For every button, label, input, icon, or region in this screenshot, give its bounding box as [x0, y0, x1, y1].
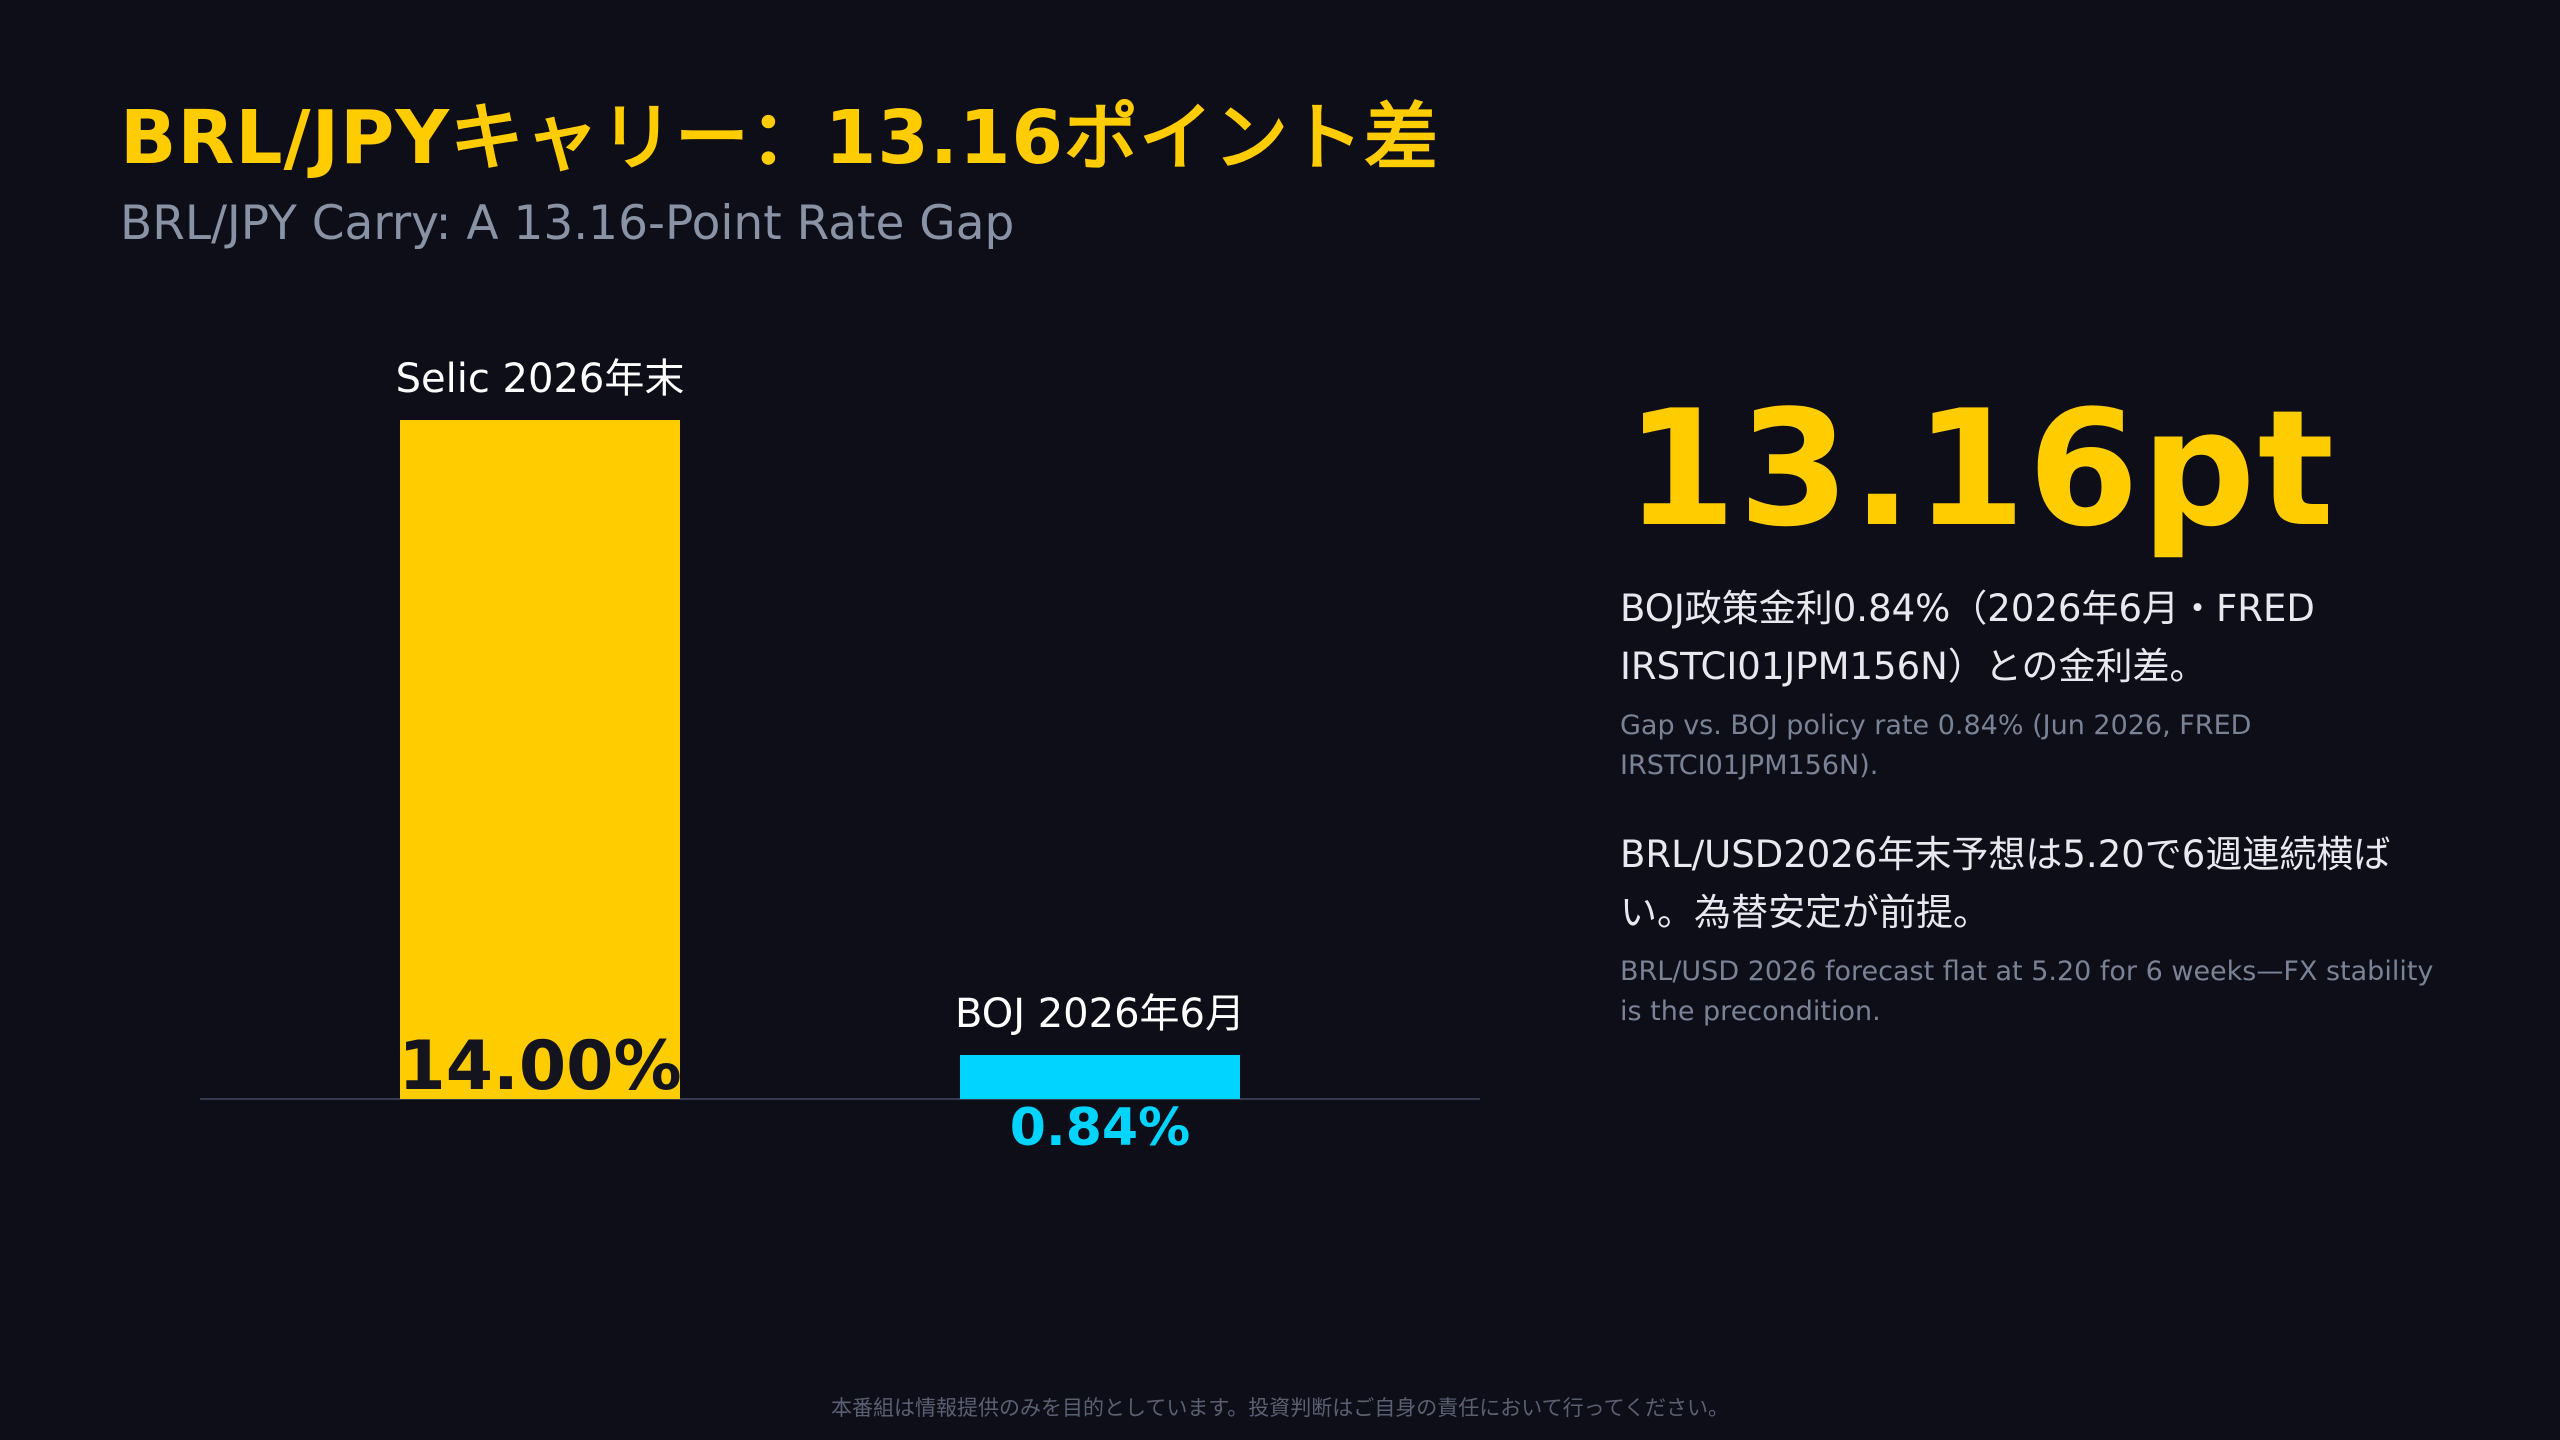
value-label-0: 14.00% [398, 1027, 681, 1106]
rate-gap-figure: 13.16pt [1625, 375, 2337, 562]
category-label-0: Selic 2026年末 [396, 356, 685, 402]
page-title: BRL/JPYキャリー：13.16ポイント差 [120, 95, 1439, 181]
bar-0 [400, 420, 680, 1099]
bar-chart: Selic 2026年末 14.00% BOJ 2026年6月 0.84% [200, 356, 1480, 1158]
note-jp-boj: BOJ政策金利0.84%（2026年6月・FRED IRSTCI01JPM156… [1620, 587, 2315, 688]
category-label-1: BOJ 2026年6月 [955, 991, 1245, 1037]
bar-1 [960, 1055, 1240, 1099]
value-label-1: 0.84% [1010, 1098, 1190, 1158]
note-en-boj: Gap vs. BOJ policy rate 0.84% (Jun 2026,… [1620, 710, 2252, 781]
disclaimer: 本番組は情報提供のみを目的としています。投資判断はご自身の責任において行ってくだ… [831, 1396, 1729, 1420]
note-en-fx: BRL/USD 2026 forecast flat at 5.20 for 6… [1620, 956, 2434, 1027]
note-jp-fx: BRL/USD2026年末予想は5.20で6週連続横ばい。為替安定が前提。 [1620, 833, 2391, 934]
page-subtitle: BRL/JPY Carry: A 13.16-Point Rate Gap [120, 196, 1015, 251]
